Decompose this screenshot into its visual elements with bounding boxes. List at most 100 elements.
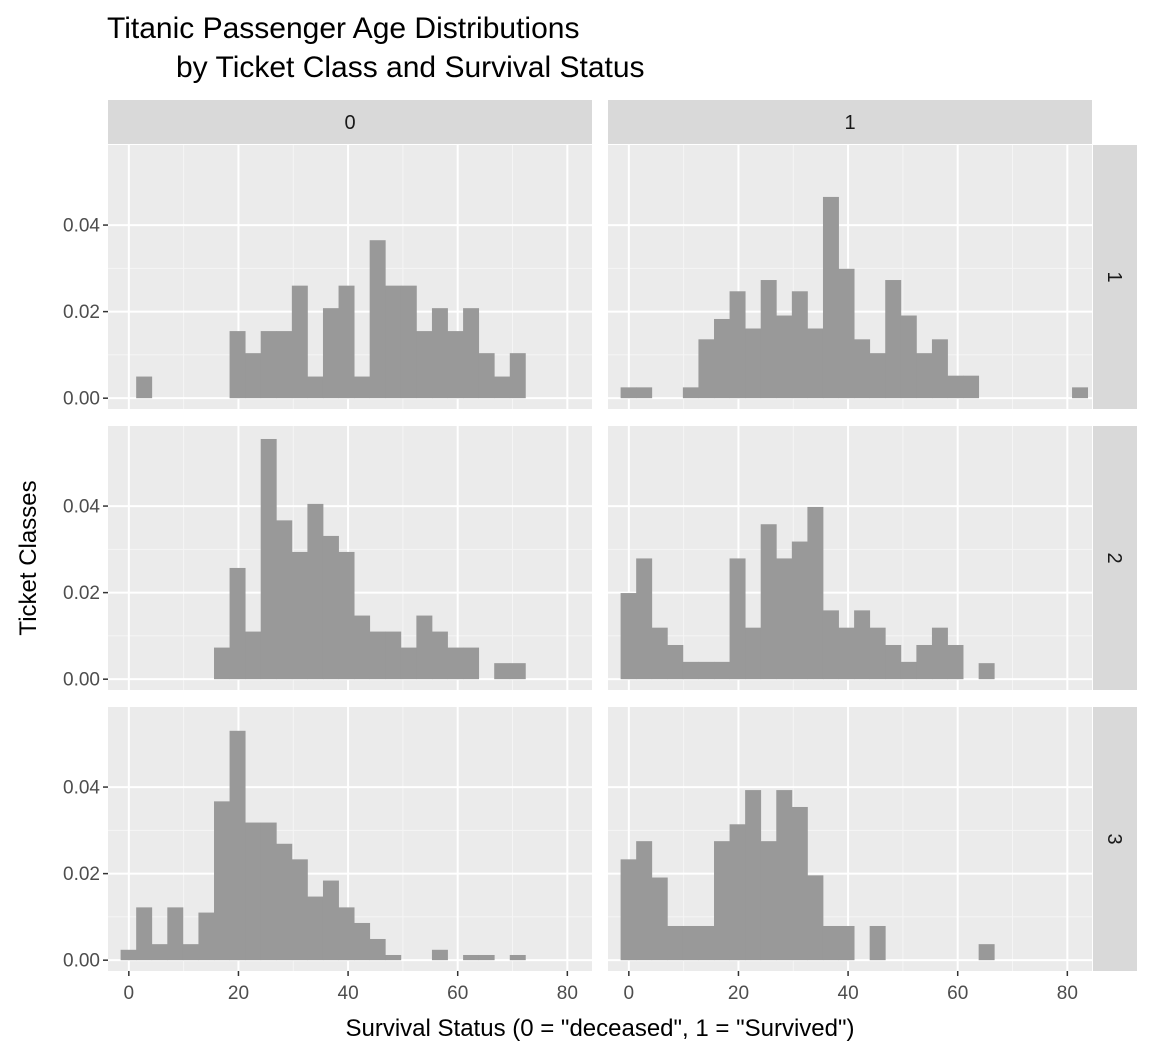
histogram-bar [729, 291, 746, 399]
histogram-bar [214, 801, 230, 961]
histogram-bar [900, 315, 917, 399]
histogram-bar [838, 268, 855, 399]
histogram-bar [276, 843, 293, 961]
histogram-bar [791, 541, 808, 680]
histogram-bar [136, 907, 153, 961]
histogram-bar [338, 551, 355, 680]
histogram-bar [385, 631, 402, 680]
histogram-bar [651, 627, 668, 680]
row-strip-1 [1093, 145, 1137, 409]
histogram-bar [729, 824, 746, 961]
histogram-bar [745, 328, 762, 399]
panel-class-2-status-1 [608, 426, 1092, 690]
y-tick-label: 0.02 [63, 302, 100, 323]
histogram-bar [838, 627, 855, 680]
histogram-bar [714, 661, 730, 680]
histogram-bar [431, 308, 448, 399]
histogram-bar [885, 644, 902, 680]
x-tick-label: 60 [447, 983, 468, 1004]
histogram-bar [307, 503, 324, 680]
histogram-bar [151, 944, 168, 961]
x-tick-label: 40 [838, 983, 859, 1004]
histogram-bar [322, 535, 339, 680]
histogram-bar [229, 331, 246, 399]
histogram-bar [307, 896, 324, 961]
histogram-bar [463, 647, 480, 680]
y-axis-label: Ticket Classes [15, 480, 42, 635]
histogram-bar [182, 944, 199, 961]
histogram-bar [369, 631, 386, 680]
histogram-bar [1072, 387, 1089, 399]
histogram-bar [682, 661, 699, 680]
y-tick-label: 0.04 [63, 216, 100, 237]
chart-title-line-1: Titanic Passenger Age Distributions [107, 12, 579, 45]
x-tick-label: 20 [728, 983, 749, 1004]
histogram-bar [494, 663, 511, 680]
histogram-bar [245, 822, 262, 961]
histogram-bar [838, 925, 855, 961]
histogram-bar [416, 615, 433, 680]
histogram-bar [509, 353, 526, 399]
x-axis-label: Survival Status (0 = "deceased", 1 = "Su… [346, 1015, 855, 1042]
row-strip-label-2: 2 [1103, 552, 1125, 563]
histogram-bar [509, 663, 526, 680]
histogram-bar [822, 196, 839, 399]
histogram-bar [291, 859, 308, 961]
histogram-bar [698, 661, 715, 680]
histogram-bar [322, 308, 339, 399]
histogram-bar [354, 376, 371, 399]
histogram-bar [338, 907, 355, 961]
histogram-bar [369, 938, 386, 961]
histogram-bar [869, 925, 886, 961]
histogram-bar [494, 376, 511, 399]
x-tick-label: 80 [1057, 983, 1078, 1004]
histogram-bar [651, 877, 668, 961]
histogram-bar [416, 331, 433, 399]
histogram-bar [385, 954, 402, 961]
x-tick-label: 80 [557, 983, 578, 1004]
y-tick-label: 0.02 [63, 583, 100, 604]
histogram-bar [807, 328, 824, 399]
histogram-bar [682, 387, 699, 399]
histogram-bar [385, 285, 402, 399]
histogram-bar [245, 631, 262, 680]
histogram-bar [478, 954, 495, 961]
column-strip-0 [108, 100, 592, 144]
histogram-bar [463, 308, 480, 399]
histogram-bar [431, 949, 448, 961]
histogram-bar [338, 285, 355, 399]
histogram-bar [400, 285, 417, 399]
histogram-bar [291, 551, 308, 680]
histogram-bar [636, 387, 653, 399]
histogram-bar [698, 339, 715, 399]
histogram-bar [822, 610, 839, 680]
histogram-bar [885, 280, 902, 399]
histogram-bar [745, 627, 762, 680]
x-tick-label: 60 [947, 983, 968, 1004]
histogram-bar [354, 922, 371, 961]
histogram-bar [307, 376, 324, 399]
histogram-bar [729, 558, 746, 680]
histogram-bar [854, 610, 871, 680]
histogram-bar [947, 375, 964, 399]
x-tick-label: 0 [124, 983, 135, 1004]
facet-grid: 0 1 1 2 3 0.00 0.02 0.04 0.00 0.02 0.04 0.00 0.02 0.0… [63, 100, 1137, 1004]
histogram-bar [667, 644, 684, 680]
histogram-bar [714, 318, 730, 399]
histogram-bar [431, 631, 448, 680]
histogram-bar [620, 387, 637, 399]
histogram-bar [447, 331, 464, 399]
panel-class-3-status-1 [608, 707, 1092, 971]
column-strip-1 [608, 100, 1092, 144]
x-tick-label: 20 [228, 983, 249, 1004]
histogram-bar [276, 520, 293, 680]
histogram-bar [260, 438, 277, 680]
histogram-bar [776, 315, 793, 399]
x-tick-label: 40 [338, 983, 359, 1004]
histogram-bar [931, 627, 948, 680]
histogram-bar [947, 644, 964, 680]
panel-class-1-status-0 [108, 145, 592, 409]
y-tick-label: 0.04 [63, 778, 100, 799]
y-tick-label: 0.02 [63, 864, 100, 885]
histogram-bar [776, 790, 793, 961]
